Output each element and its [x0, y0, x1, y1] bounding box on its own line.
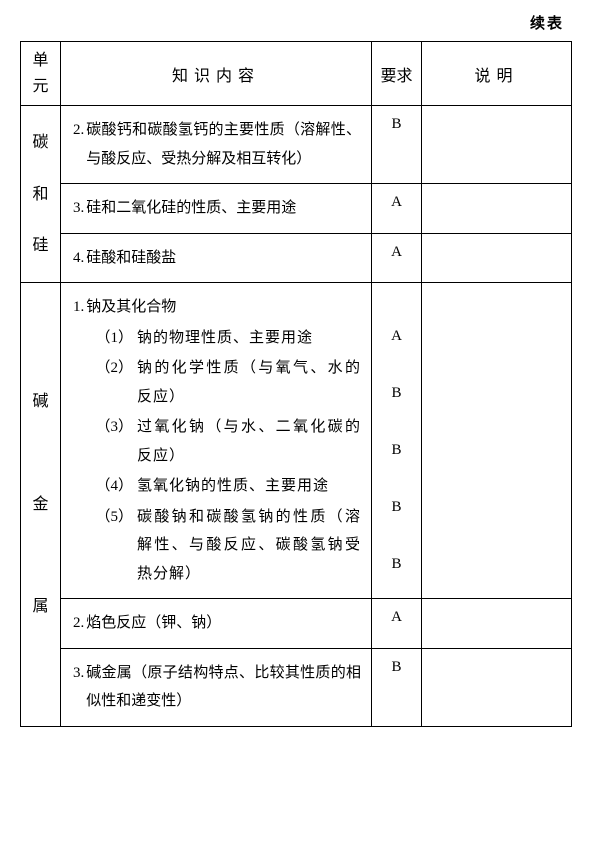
req-blank — [372, 407, 421, 436]
subitem-text: 碳酸钠和碳酸氢钠的性质（溶解性、与酸反应、碳酸氢钠受热分解） — [137, 503, 361, 589]
description-cell — [422, 106, 572, 184]
table-row: 3. 碱金属（原子结构特点、比较其性质的相似性和递变性） B — [21, 648, 572, 726]
item-number: 1. — [73, 293, 86, 322]
item-number: 3. — [73, 194, 86, 223]
description-cell — [422, 283, 572, 599]
item-text: 硅酸和硅酸盐 — [86, 244, 361, 273]
subitem-text: 钠的物理性质、主要用途 — [137, 324, 361, 353]
item-text: 焰色反应（钾、钠） — [86, 609, 361, 638]
description-cell — [422, 233, 572, 283]
req-blank — [372, 350, 421, 379]
table-header-row: 单 元 知识内容 要求 说明 — [21, 42, 572, 106]
subitem-number: （1） — [96, 324, 138, 353]
table-row: 2. 焰色反应（钾、钠） A — [21, 599, 572, 649]
item-text: 钠及其化合物 — [86, 293, 361, 322]
table-row: 4. 硅酸和硅酸盐 A — [21, 233, 572, 283]
req-value: B — [372, 436, 421, 465]
subitem-number: （3） — [96, 413, 138, 442]
requirement-cell: B — [372, 106, 422, 184]
item-number: 3. — [73, 659, 86, 688]
table-row: 碱 金 属 1. 钠及其化合物 （1） 钠的物理性质、主要用途 （2） 钠的化学… — [21, 283, 572, 599]
content-cell: 3. 硅和二氧化硅的性质、主要用途 — [61, 184, 372, 234]
req-value: B — [372, 379, 421, 408]
content-cell: 3. 碱金属（原子结构特点、比较其性质的相似性和递变性） — [61, 648, 372, 726]
req-value: A — [372, 322, 421, 351]
item-text: 硅和二氧化硅的性质、主要用途 — [86, 194, 361, 223]
req-value: B — [372, 493, 421, 522]
req-value: B — [372, 550, 421, 579]
req-blank — [372, 464, 421, 493]
description-cell — [422, 599, 572, 649]
subitem-number: （2） — [96, 354, 138, 383]
subitem-text: 钠的化学性质（与氧气、水的反应） — [137, 354, 361, 411]
item-text: 碳酸钙和碳酸氢钙的主要性质（溶解性、与酸反应、受热分解及相互转化） — [86, 116, 361, 173]
description-cell — [422, 648, 572, 726]
item-number: 2. — [73, 609, 86, 638]
item-number: 4. — [73, 244, 86, 273]
subitem-text: 过氧化钠（与水、二氧化碳的反应） — [137, 413, 361, 470]
content-cell: 1. 钠及其化合物 （1） 钠的物理性质、主要用途 （2） 钠的化学性质（与氧气… — [61, 283, 372, 599]
content-cell: 2. 碳酸钙和碳酸氢钙的主要性质（溶解性、与酸反应、受热分解及相互转化） — [61, 106, 372, 184]
description-cell — [422, 184, 572, 234]
subitem-text: 氢氧化钠的性质、主要用途 — [137, 472, 361, 501]
table-caption: 续表 — [20, 12, 564, 33]
subitem-number: （4） — [96, 472, 138, 501]
requirement-cell: A B B B B — [372, 283, 422, 599]
requirement-cell: A — [372, 233, 422, 283]
requirement-cell: B — [372, 648, 422, 726]
unit-cell-alkali-metals: 碱 金 属 — [21, 283, 61, 727]
content-cell: 4. 硅酸和硅酸盐 — [61, 233, 372, 283]
requirement-cell: A — [372, 599, 422, 649]
item-text: 碱金属（原子结构特点、比较其性质的相似性和递变性） — [86, 659, 361, 716]
item-number: 2. — [73, 116, 86, 145]
col-header-description: 说明 — [422, 42, 572, 106]
col-header-content: 知识内容 — [61, 42, 372, 106]
requirement-cell: A — [372, 184, 422, 234]
content-cell: 2. 焰色反应（钾、钠） — [61, 599, 372, 649]
subitem-number: （5） — [96, 503, 138, 532]
req-blank — [372, 521, 421, 550]
req-blank — [372, 293, 421, 322]
table-row: 3. 硅和二氧化硅的性质、主要用途 A — [21, 184, 572, 234]
syllabus-table: 单 元 知识内容 要求 说明 碳 和 硅 2. 碳酸钙和碳酸氢钙的主要性质（溶解… — [20, 41, 572, 727]
col-header-requirement: 要求 — [372, 42, 422, 106]
unit-cell-carbon-silicon: 碳 和 硅 — [21, 106, 61, 283]
col-header-unit: 单 元 — [21, 42, 61, 106]
page: 续表 单 元 知识内容 要求 说明 碳 和 硅 2. 碳酸钙和碳酸 — [0, 0, 592, 751]
table-row: 碳 和 硅 2. 碳酸钙和碳酸氢钙的主要性质（溶解性、与酸反应、受热分解及相互转… — [21, 106, 572, 184]
